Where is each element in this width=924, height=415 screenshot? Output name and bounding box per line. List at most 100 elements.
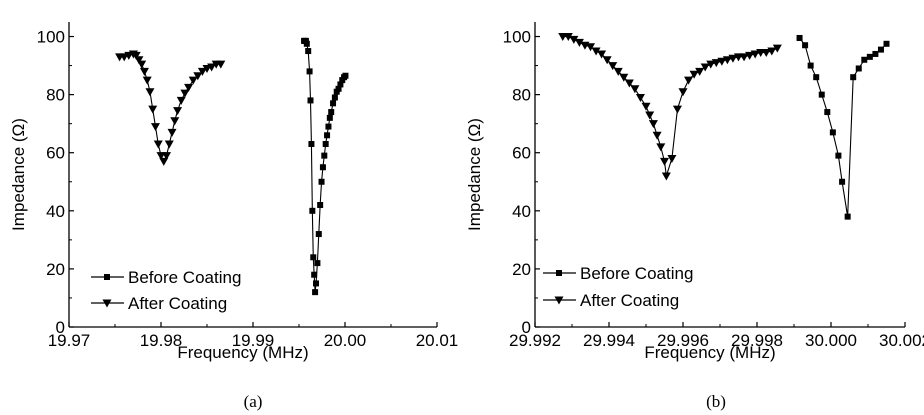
x-tick-label: 19.99 xyxy=(232,331,275,350)
panel-label: (b) xyxy=(706,392,726,411)
data-point xyxy=(312,289,319,296)
data-point xyxy=(796,34,803,41)
data-point xyxy=(307,97,314,104)
data-point xyxy=(139,67,149,76)
data-point xyxy=(635,94,645,103)
y-tick-label: 100 xyxy=(503,28,531,47)
y-tick-label: 20 xyxy=(46,260,65,279)
data-point xyxy=(145,88,155,97)
data-point xyxy=(306,68,313,75)
data-point xyxy=(313,280,320,287)
data-point xyxy=(150,123,160,132)
data-point xyxy=(656,143,666,152)
data-point xyxy=(328,109,335,116)
y-axis-label: Impedance (Ω) xyxy=(9,118,28,231)
data-point xyxy=(318,178,325,185)
legend-label: Before Coating xyxy=(580,264,693,283)
data-point xyxy=(325,123,332,130)
data-point xyxy=(866,53,873,60)
data-point xyxy=(170,117,180,126)
data-point xyxy=(829,129,836,136)
data-point xyxy=(648,120,658,129)
y-tick-label: 0 xyxy=(56,318,65,337)
legend-label: After Coating xyxy=(128,294,227,313)
data-point xyxy=(188,76,198,85)
data-point xyxy=(652,131,662,140)
data-point xyxy=(661,172,671,181)
data-point xyxy=(303,40,310,47)
data-point xyxy=(813,74,820,81)
data-point xyxy=(872,50,879,57)
data-point xyxy=(319,164,326,171)
x-tick-label: 20.01 xyxy=(416,331,459,350)
y-tick-label: 80 xyxy=(46,86,65,105)
data-point xyxy=(861,56,868,63)
x-axis-label: Frequency (MHz) xyxy=(644,343,775,362)
data-point xyxy=(850,74,857,81)
y-tick-label: 100 xyxy=(37,28,65,47)
y-tick-label: 20 xyxy=(512,260,531,279)
legend-label: Before Coating xyxy=(128,268,241,287)
data-point xyxy=(142,76,152,85)
data-point xyxy=(645,111,655,120)
legend-entry: After Coating xyxy=(91,294,227,313)
series-before-coating xyxy=(796,34,890,220)
data-point xyxy=(807,62,814,69)
data-point xyxy=(317,202,324,208)
data-point xyxy=(877,46,884,53)
data-point xyxy=(667,155,677,164)
legend-entry: After Coating xyxy=(543,291,679,310)
y-tick-label: 40 xyxy=(512,202,531,221)
data-point xyxy=(818,91,825,98)
legend-label: After Coating xyxy=(580,291,679,310)
data-point xyxy=(855,65,862,72)
y-axis-label: Impedance (Ω) xyxy=(465,118,484,231)
x-tick-label: 19.98 xyxy=(140,331,183,350)
data-point xyxy=(309,207,316,214)
y-tick-label: 60 xyxy=(46,144,65,163)
x-tick-label: 20.00 xyxy=(324,331,367,350)
data-point xyxy=(310,254,317,261)
data-point xyxy=(314,260,321,267)
x-tick-label: 29.998 xyxy=(731,331,783,350)
data-point xyxy=(326,114,333,121)
data-point xyxy=(672,105,682,114)
data-point xyxy=(824,109,831,116)
data-point xyxy=(330,100,337,107)
data-point xyxy=(315,231,322,238)
x-tick-label: 29.994 xyxy=(583,331,635,350)
data-point xyxy=(678,88,688,97)
data-point xyxy=(660,157,669,166)
x-tick-label: 30.002 xyxy=(879,331,924,350)
data-point xyxy=(839,178,846,185)
data-point xyxy=(321,152,328,159)
data-point xyxy=(844,213,851,220)
series-before-coating xyxy=(301,37,349,296)
x-axis-label: Frequency (MHz) xyxy=(177,343,308,362)
data-point xyxy=(153,140,163,149)
data-point xyxy=(641,102,651,111)
data-point xyxy=(324,132,331,139)
legend-entry: Before Coating xyxy=(543,264,693,283)
panel-label: (a) xyxy=(244,392,263,411)
y-tick-label: 40 xyxy=(46,202,65,221)
chart-b: 0 20 40 60 80 100 29.992 29.994 29.996 29.998 30.0… xyxy=(465,22,924,411)
data-point xyxy=(308,141,315,147)
data-point xyxy=(883,40,890,47)
series-after-coating xyxy=(558,33,782,181)
data-point xyxy=(176,96,186,105)
data-point xyxy=(148,105,158,114)
data-point xyxy=(137,60,147,69)
y-tick-label: 0 xyxy=(522,318,531,337)
legend-marker xyxy=(556,270,562,276)
data-point xyxy=(173,107,183,116)
data-point xyxy=(684,76,694,85)
data-point xyxy=(167,128,177,137)
legend-marker xyxy=(104,274,110,280)
y-tick-label: 60 xyxy=(512,144,531,163)
data-point xyxy=(322,141,329,147)
series-after-coating xyxy=(115,50,226,166)
data-point xyxy=(342,72,349,79)
x-tick-label: 29.996 xyxy=(657,331,709,350)
